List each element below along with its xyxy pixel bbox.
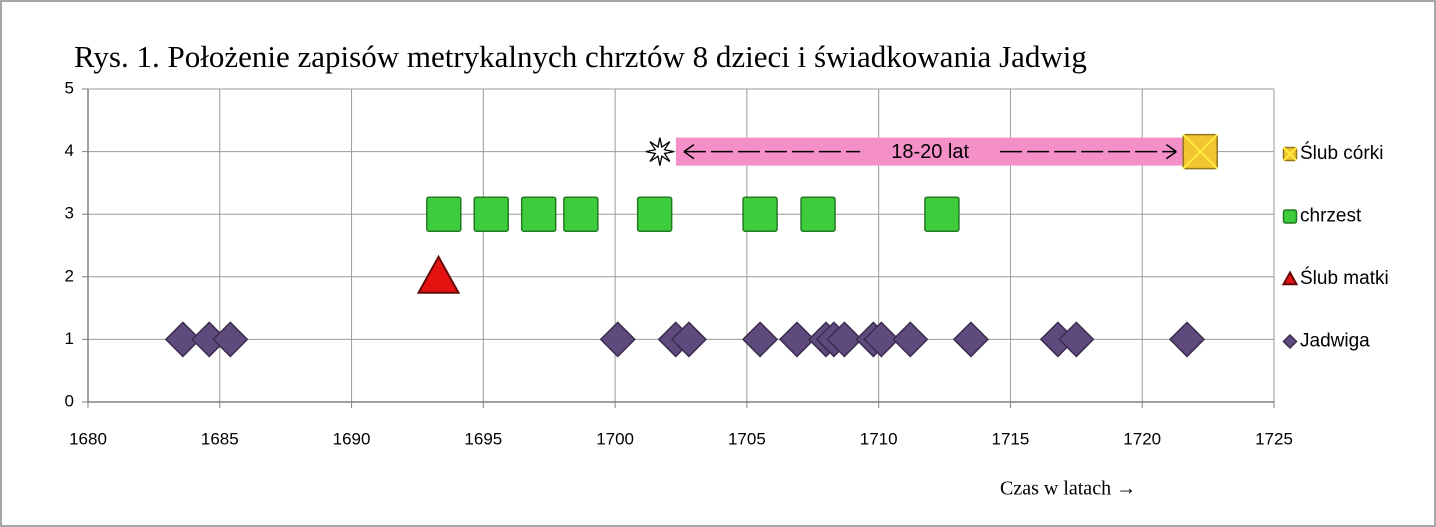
marker-cross: [1282, 146, 1298, 162]
legend-label: Ślub córki: [1300, 142, 1383, 164]
marker: [826, 321, 863, 358]
marker-body: [800, 196, 836, 232]
y-tick-label: 1: [65, 329, 74, 348]
marker: [863, 321, 900, 358]
marker: [778, 321, 816, 358]
x-tick-label: 1720: [1123, 429, 1161, 448]
y-tick-label: 3: [65, 204, 74, 223]
x-tick-label: 1690: [333, 429, 371, 448]
marker: [800, 196, 836, 232]
x-tick-label: 1695: [464, 429, 502, 448]
x-tick-label: 1705: [728, 429, 766, 448]
marker: [924, 196, 960, 232]
marker-body: [1282, 209, 1298, 224]
x-tick-label: 1715: [992, 429, 1030, 448]
marker: [1058, 321, 1095, 358]
x-axis-label: Czas w latach →: [1000, 478, 1136, 500]
marker: [1282, 209, 1298, 224]
marker-body: [924, 196, 960, 232]
legend-label: chrzest: [1300, 206, 1362, 227]
annotation-arrow: [1000, 143, 1177, 160]
marker-body: [473, 196, 509, 232]
x-tick-label: 1710: [860, 429, 898, 448]
annotation-arrow: [683, 143, 861, 160]
marker: [416, 254, 461, 294]
marker: [1282, 146, 1298, 162]
y-tick-label: 0: [65, 391, 74, 410]
x-tick-label: 1680: [69, 429, 107, 448]
marker: [599, 321, 636, 358]
marker: [563, 196, 599, 232]
marker: [164, 321, 201, 358]
marker: [520, 196, 557, 232]
marker: [892, 321, 929, 358]
marker: [212, 321, 249, 358]
x-tick-label: 1725: [1255, 429, 1293, 448]
legend-label: Ślub matki: [1300, 267, 1389, 289]
x-tick-label: 1700: [596, 429, 634, 448]
legend-label: Jadwiga: [1300, 331, 1370, 352]
marker: [636, 196, 673, 232]
marker: [426, 196, 462, 232]
y-tick-label: 2: [65, 266, 74, 285]
marker: [473, 196, 509, 232]
marker: [742, 321, 779, 358]
annotation-label: 18-20 lat: [891, 141, 969, 163]
marker-body: [426, 196, 462, 232]
marker: [952, 321, 989, 358]
y-tick-label: 5: [65, 78, 74, 97]
marker: [1281, 270, 1299, 286]
annotation-star: [645, 137, 675, 166]
marker: [1182, 133, 1218, 170]
marker-cross: [1182, 133, 1218, 170]
marker: [1168, 321, 1206, 358]
x-tick-label: 1685: [201, 429, 239, 448]
marker: [742, 196, 778, 232]
marker-body: [520, 196, 557, 232]
marker-body: [742, 196, 778, 232]
marker: [1282, 333, 1298, 350]
marker: [670, 321, 707, 358]
marker-body: [563, 196, 599, 232]
chart-title: Rys. 1. Położenie zapisów metrykalnych c…: [74, 39, 1087, 74]
y-tick-label: 4: [65, 141, 74, 160]
marker-body: [636, 196, 673, 232]
